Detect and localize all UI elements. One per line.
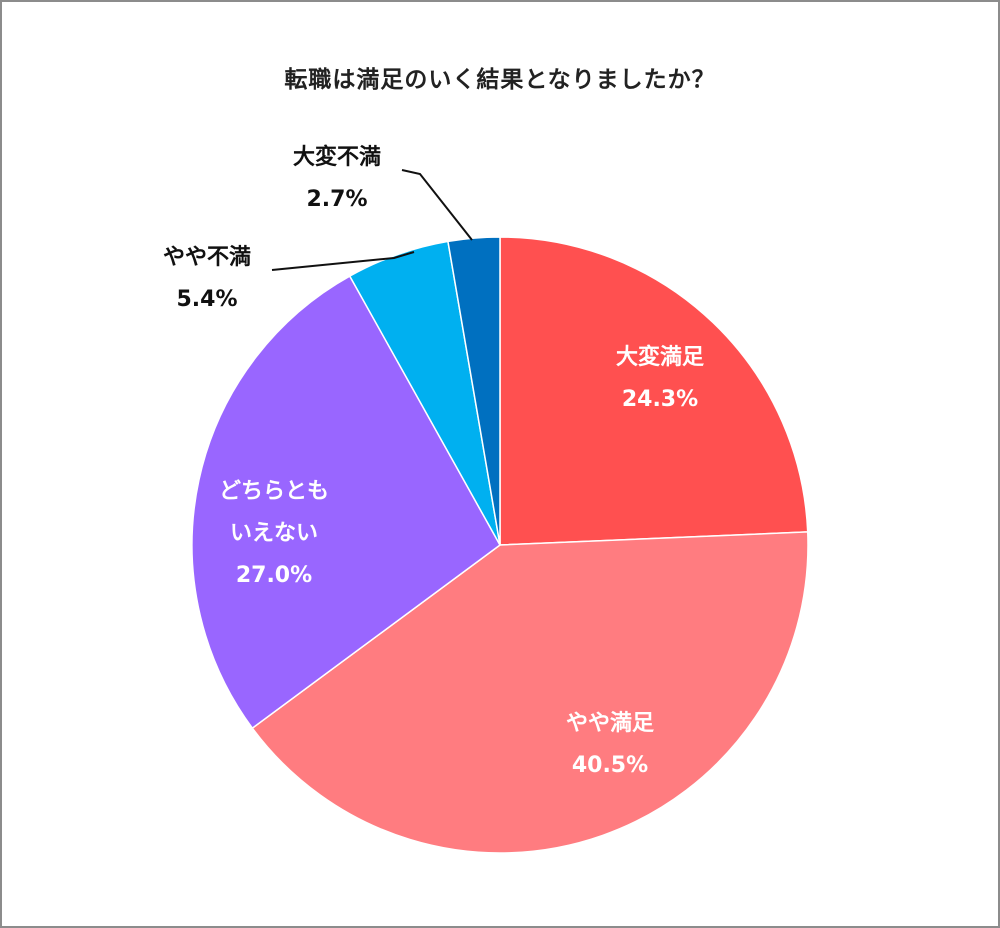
leader-line [401,169,473,241]
slice-value-label: 27.0% [236,563,312,588]
slice-value-label: 24.3% [622,387,698,412]
pie-slice [191,275,501,730]
slice-label: どちらともいえない [219,479,329,546]
slice-label: やや不満 [163,244,251,270]
pie-slice [499,236,809,546]
leader-line [271,251,415,271]
chart-title: 転職は満足のいく結果となりましたか？ [284,67,716,93]
pie-slice [447,236,501,546]
slice-value-label: 5.4% [176,287,237,312]
slice-value-label: 40.5% [572,753,648,778]
pie-slice [251,531,809,854]
slice-label: やや満足 [566,710,654,736]
slice-value-label: 2.7% [306,187,367,212]
slice-label: 大変不満 [293,144,381,170]
slice-label: 大変満足 [616,344,704,370]
